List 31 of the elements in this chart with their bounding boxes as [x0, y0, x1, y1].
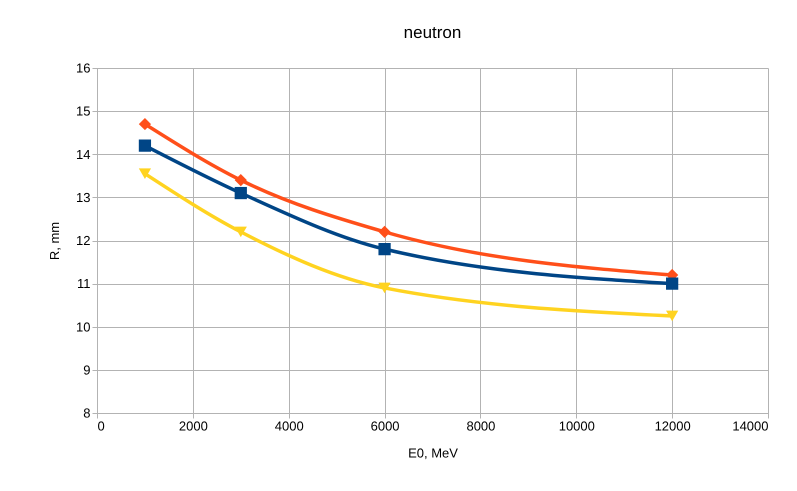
- point: [378, 226, 391, 238]
- y-tick-label: 11: [77, 276, 90, 292]
- point: [666, 278, 678, 290]
- point: [138, 168, 152, 179]
- chart-title: neutron: [404, 23, 462, 42]
- point: [234, 226, 247, 238]
- point: [234, 186, 247, 200]
- x-tick-label: 4000: [274, 418, 304, 434]
- x-tick-label: 2000: [178, 418, 208, 434]
- point: [138, 140, 152, 152]
- y-axis-title: R, mm: [47, 222, 62, 260]
- y-tick-label: 14: [76, 146, 90, 162]
- x-tick-label: 14000: [732, 418, 768, 434]
- y-tick-label: 10: [76, 319, 90, 334]
- y-tick-label: 8: [83, 406, 90, 420]
- x-tick-label: 10000: [558, 418, 595, 434]
- x-axis-title: E0, MeV: [408, 446, 458, 460]
- x-tick-label: 8000: [466, 418, 496, 434]
- point: [234, 174, 247, 186]
- x-tick-label: 0: [98, 418, 105, 434]
- point: [378, 282, 391, 294]
- y-tick-label: 12: [76, 233, 90, 248]
- x-tick-label: 6000: [370, 418, 400, 434]
- y-tick-label: 16: [76, 60, 90, 76]
- point: [138, 118, 152, 130]
- x-tick-label: 12000: [654, 418, 691, 434]
- point: [378, 243, 391, 256]
- point: [666, 310, 678, 322]
- y-tick-label: 13: [76, 190, 90, 205]
- y-tick-label: 15: [76, 104, 90, 119]
- y-tick-label: 9: [83, 362, 90, 378]
